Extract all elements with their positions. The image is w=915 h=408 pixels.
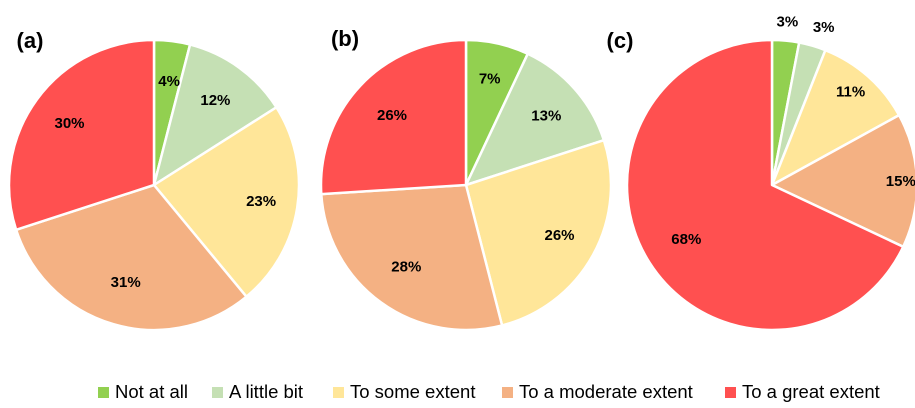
legend-item-a-little-bit: A little bit	[212, 381, 303, 403]
data-label-a-little-bit: 3%	[813, 19, 835, 36]
legend-label: A little bit	[229, 381, 304, 402]
pie-slice-to-some-extent	[464, 138, 613, 327]
data-label-to-some-extent: 23%	[246, 193, 276, 210]
data-label-to-some-extent: 26%	[544, 227, 574, 244]
legend-swatch-to-some-extent	[333, 386, 344, 398]
pie-slice-to-a-great-extent	[7, 38, 156, 232]
legend-label: To a great extent	[742, 381, 880, 402]
legend-swatch-to-a-great-extent	[725, 386, 736, 398]
legend-swatch-to-a-moderate-extent	[502, 386, 513, 398]
data-label-to-some-extent: 11%	[836, 83, 865, 100]
pie-slice-a-little-bit	[152, 43, 278, 187]
legend: Not at all A little bit To some extent T…	[0, 381, 915, 405]
pie-chart-c: 3% 3% 11% 15% 68% (c)	[607, 13, 915, 332]
pie-charts-figure: 4% 12% 23% 31% 30% (a) 7% 13% 26% 28% 26% (b) 3% 3% 11…	[7, 13, 915, 332]
data-label-to-a-great-extent: 30%	[54, 115, 84, 132]
pie-slice-to-a-moderate-extent	[770, 113, 915, 248]
data-label-not-at-all: 7%	[479, 70, 501, 87]
data-label-to-a-moderate-extent: 15%	[886, 173, 915, 190]
legend-label: To a moderate extent	[519, 381, 693, 402]
data-label-to-a-great-extent: 68%	[671, 231, 701, 248]
data-label-a-little-bit: 13%	[531, 108, 561, 125]
legend-item-to-a-moderate-extent: To a moderate extent	[502, 381, 693, 403]
panel-label: (b)	[331, 26, 359, 51]
legend-item-to-a-great-extent: To a great extent	[725, 381, 880, 403]
data-label-not-at-all: 3%	[777, 13, 799, 30]
pie-slice-to-some-extent	[152, 106, 301, 298]
pie-slice-to-some-extent	[770, 48, 901, 187]
data-label-to-a-moderate-extent: 31%	[111, 274, 141, 291]
pie-slice-to-a-great-extent	[625, 38, 905, 332]
pie-chart-a: 4% 12% 23% 31% 30% (a)	[7, 28, 301, 332]
pie-slice-to-a-moderate-extent	[320, 183, 504, 332]
legend-swatch-not-at-all	[98, 386, 109, 398]
legend-label: Not at all	[115, 381, 189, 402]
pie-chart-b: 7% 13% 26% 28% 26% (b)	[319, 26, 613, 332]
pie-slice-to-a-moderate-extent	[14, 183, 248, 332]
panel-label: (a)	[17, 28, 44, 53]
legend-item-to-some-extent: To some extent	[333, 381, 475, 403]
data-label-to-a-moderate-extent: 28%	[391, 259, 421, 276]
panel-label: (c)	[607, 28, 634, 53]
legend-label: To some extent	[350, 381, 476, 402]
pie-slice-a-little-bit	[464, 52, 606, 187]
data-label-to-a-great-extent: 26%	[377, 107, 407, 124]
data-label-not-at-all: 4%	[158, 73, 180, 90]
data-label-a-little-bit: 12%	[200, 92, 230, 109]
legend-swatch-a-little-bit	[212, 386, 223, 398]
pie-slice-to-a-great-extent	[319, 38, 468, 196]
legend-item-not-at-all: Not at all	[98, 381, 188, 403]
